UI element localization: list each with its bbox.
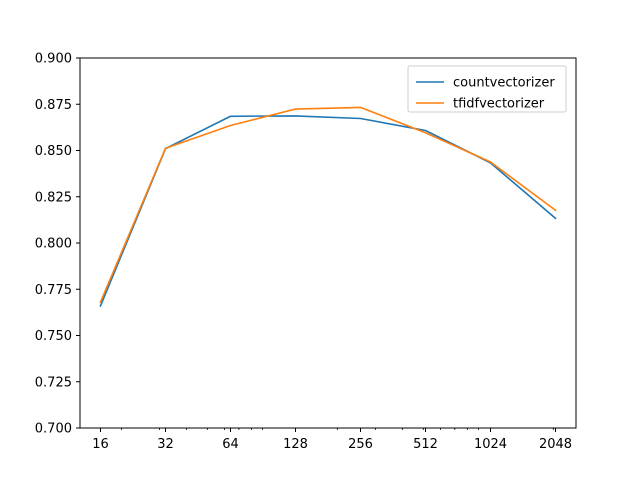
y-tick-label: 0.775 — [35, 283, 72, 298]
x-tick-label: 64 — [222, 437, 239, 452]
x-tick-label: 32 — [157, 437, 174, 452]
y-tick-label: 0.800 — [35, 237, 72, 252]
legend-label-countvectorizer: countvectorizer — [453, 76, 555, 91]
x-tick-label: 512 — [413, 437, 438, 452]
y-tick-label: 0.700 — [35, 422, 72, 437]
series-layer — [99, 106, 557, 307]
y-tick-label: 0.850 — [35, 144, 72, 159]
series-line-tfidfvectorizer — [99, 106, 557, 304]
x-tick-label: 2048 — [539, 437, 572, 452]
x-tick-label: 16 — [92, 437, 109, 452]
y-tick-label: 0.900 — [35, 52, 72, 67]
y-tick-label: 0.875 — [35, 98, 72, 113]
x-tick-label: 128 — [283, 437, 308, 452]
y-tick-label: 0.750 — [35, 329, 72, 344]
legend-box — [407, 65, 567, 113]
y-tick-label: 0.725 — [35, 375, 72, 390]
legend-label-tfidfvectorizer: tfidfvectorizer — [453, 97, 545, 112]
y-tick-label: 0.825 — [35, 190, 72, 205]
plot-area — [80, 58, 576, 428]
x-axis: 16 32 64 128 256 512 1024 2048 — [92, 428, 572, 452]
x-tick-label: 256 — [348, 437, 373, 452]
x-tick-label: 1024 — [474, 437, 507, 452]
y-axis: 0.700 0.725 0.750 0.775 0.800 0.825 0.850 0.875… — [35, 52, 80, 437]
legend: countvectorizer tfidfvectorizer — [407, 65, 567, 113]
